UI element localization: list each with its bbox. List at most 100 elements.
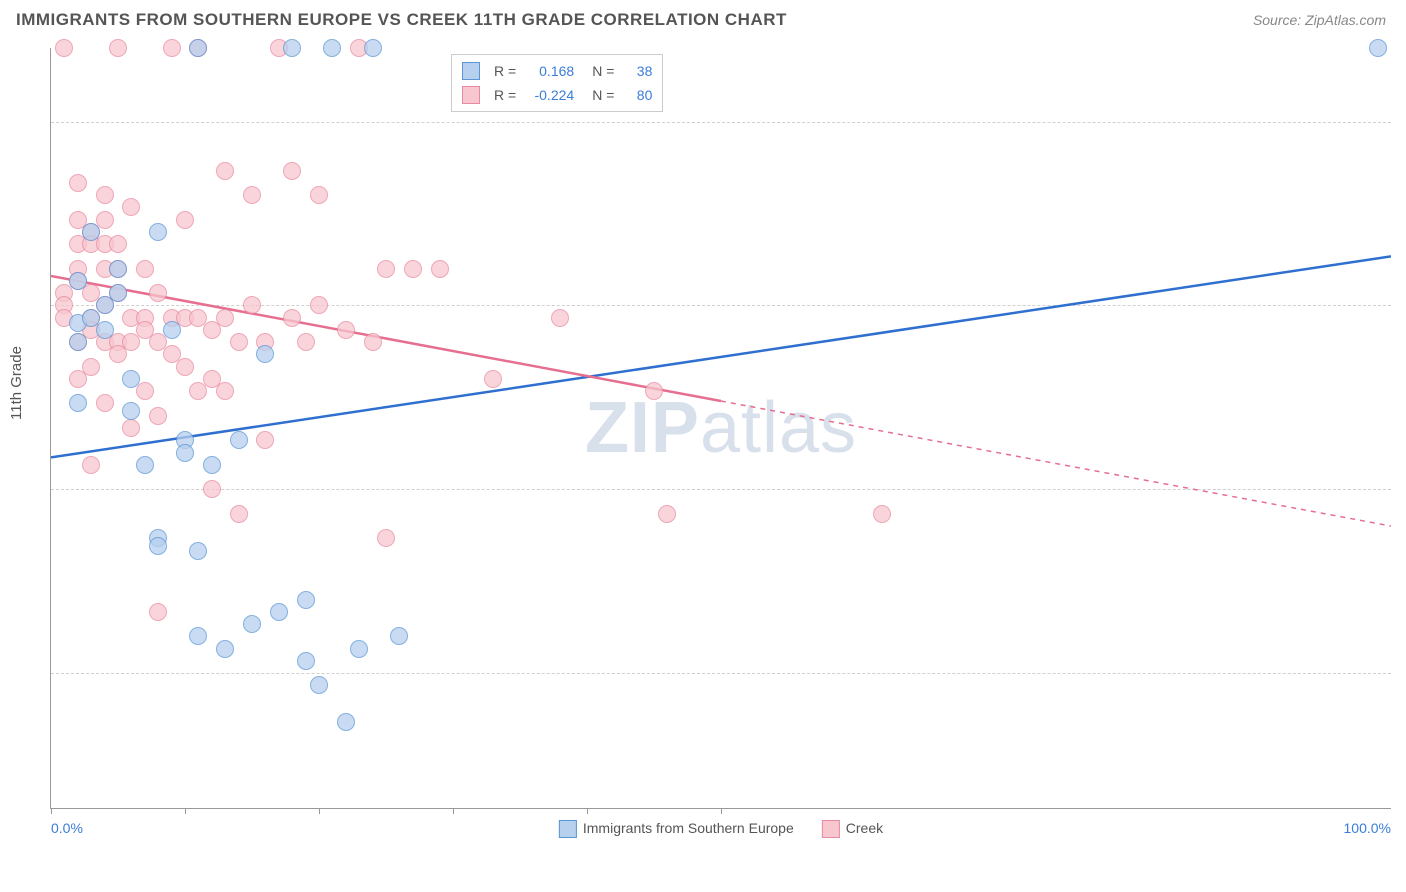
scatter-point (645, 382, 663, 400)
scatter-point (176, 358, 194, 376)
scatter-point (203, 480, 221, 498)
watermark: ZIPatlas (585, 387, 857, 469)
n-value: 38 (622, 63, 652, 79)
y-tick-label: 85.0% (1397, 499, 1406, 515)
n-label: N = (592, 87, 614, 103)
scatter-point (350, 640, 368, 658)
scatter-point (149, 537, 167, 555)
x-tick (185, 808, 186, 814)
x-tick (721, 808, 722, 814)
legend-label: Immigrants from Southern Europe (583, 820, 794, 836)
scatter-point (82, 456, 100, 474)
legend-item: Immigrants from Southern Europe (559, 820, 794, 838)
scatter-point (69, 333, 87, 351)
y-tick-label: 100.0% (1397, 132, 1406, 148)
chart-title: IMMIGRANTS FROM SOUTHERN EUROPE VS CREEK… (16, 10, 787, 30)
scatter-point (176, 211, 194, 229)
scatter-point (364, 333, 382, 351)
scatter-point (283, 162, 301, 180)
regression-lines (51, 48, 1391, 808)
legend-swatch-icon (462, 62, 480, 80)
n-label: N = (592, 63, 614, 79)
scatter-point (189, 39, 207, 57)
scatter-point (216, 382, 234, 400)
x-tick (587, 808, 588, 814)
n-value: 80 (622, 87, 652, 103)
scatter-point (149, 284, 167, 302)
scatter-point (109, 235, 127, 253)
x-axis-max-label: 100.0% (1344, 820, 1391, 836)
scatter-point (149, 223, 167, 241)
scatter-point (216, 640, 234, 658)
chart-plot-area: 77.5%85.0%92.5%100.0% ZIPatlas R =0.168N… (50, 48, 1391, 809)
scatter-point (149, 603, 167, 621)
r-label: R = (494, 87, 516, 103)
scatter-point (96, 321, 114, 339)
legend-swatch-icon (559, 820, 577, 838)
scatter-point (390, 627, 408, 645)
scatter-point (82, 223, 100, 241)
gridline (51, 673, 1391, 674)
scatter-point (122, 370, 140, 388)
scatter-point (484, 370, 502, 388)
scatter-point (297, 652, 315, 670)
scatter-point (122, 419, 140, 437)
scatter-point (404, 260, 422, 278)
scatter-point (163, 321, 181, 339)
scatter-point (256, 431, 274, 449)
scatter-point (189, 542, 207, 560)
scatter-point (323, 39, 341, 57)
scatter-point (551, 309, 569, 327)
series-legend: Immigrants from Southern Europe Creek (559, 820, 883, 838)
scatter-point (69, 272, 87, 290)
scatter-point (163, 39, 181, 57)
scatter-point (297, 591, 315, 609)
scatter-point (122, 198, 140, 216)
scatter-point (136, 260, 154, 278)
scatter-point (96, 394, 114, 412)
source-attribution: Source: ZipAtlas.com (1253, 12, 1386, 28)
scatter-point (230, 431, 248, 449)
r-label: R = (494, 63, 516, 79)
scatter-point (69, 394, 87, 412)
correlation-row: R =0.168N =38 (462, 59, 652, 83)
scatter-point (377, 260, 395, 278)
scatter-point (337, 321, 355, 339)
scatter-point (216, 309, 234, 327)
scatter-point (69, 174, 87, 192)
scatter-point (283, 39, 301, 57)
r-value: -0.224 (524, 87, 574, 103)
scatter-point (243, 296, 261, 314)
scatter-point (297, 333, 315, 351)
legend-swatch-icon (462, 86, 480, 104)
scatter-point (283, 309, 301, 327)
scatter-point (122, 402, 140, 420)
legend-swatch-icon (822, 820, 840, 838)
scatter-point (136, 382, 154, 400)
correlation-row: R = -0.224 N = 80 (462, 83, 652, 107)
x-tick (51, 808, 52, 814)
scatter-point (55, 39, 73, 57)
scatter-point (1369, 39, 1387, 57)
scatter-point (203, 456, 221, 474)
scatter-point (270, 603, 288, 621)
scatter-point (310, 296, 328, 314)
x-tick (453, 808, 454, 814)
scatter-point (96, 186, 114, 204)
gridline (51, 122, 1391, 123)
scatter-point (109, 284, 127, 302)
scatter-point (873, 505, 891, 523)
scatter-point (310, 186, 328, 204)
x-axis-min-label: 0.0% (51, 820, 83, 836)
scatter-point (243, 186, 261, 204)
legend-item: Creek (822, 820, 883, 838)
scatter-point (256, 345, 274, 363)
scatter-point (189, 627, 207, 645)
correlation-legend: R =0.168N =38R =-0.224N =80 (451, 54, 663, 112)
scatter-point (310, 676, 328, 694)
scatter-point (149, 407, 167, 425)
scatter-point (243, 615, 261, 633)
scatter-point (658, 505, 676, 523)
scatter-point (364, 39, 382, 57)
scatter-point (216, 162, 234, 180)
